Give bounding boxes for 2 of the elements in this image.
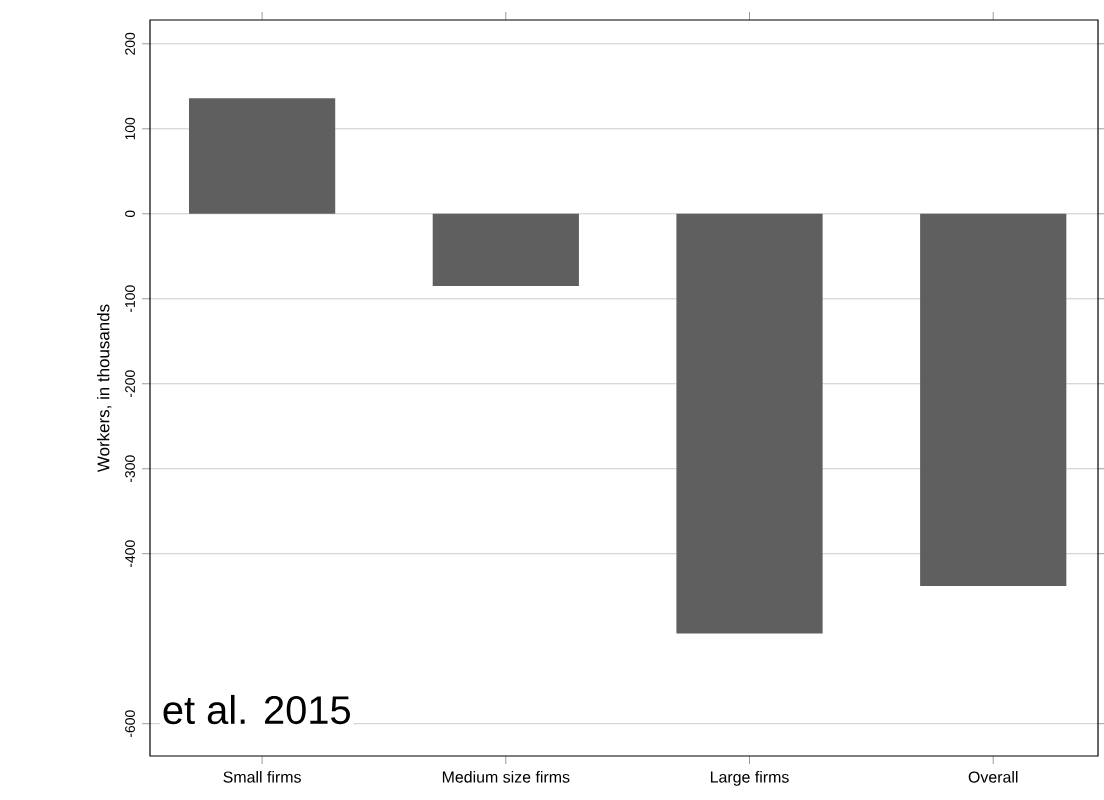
annotation: et al. 2015 <box>163 694 350 725</box>
y-axis-title: Workers, in thousands <box>96 304 112 473</box>
